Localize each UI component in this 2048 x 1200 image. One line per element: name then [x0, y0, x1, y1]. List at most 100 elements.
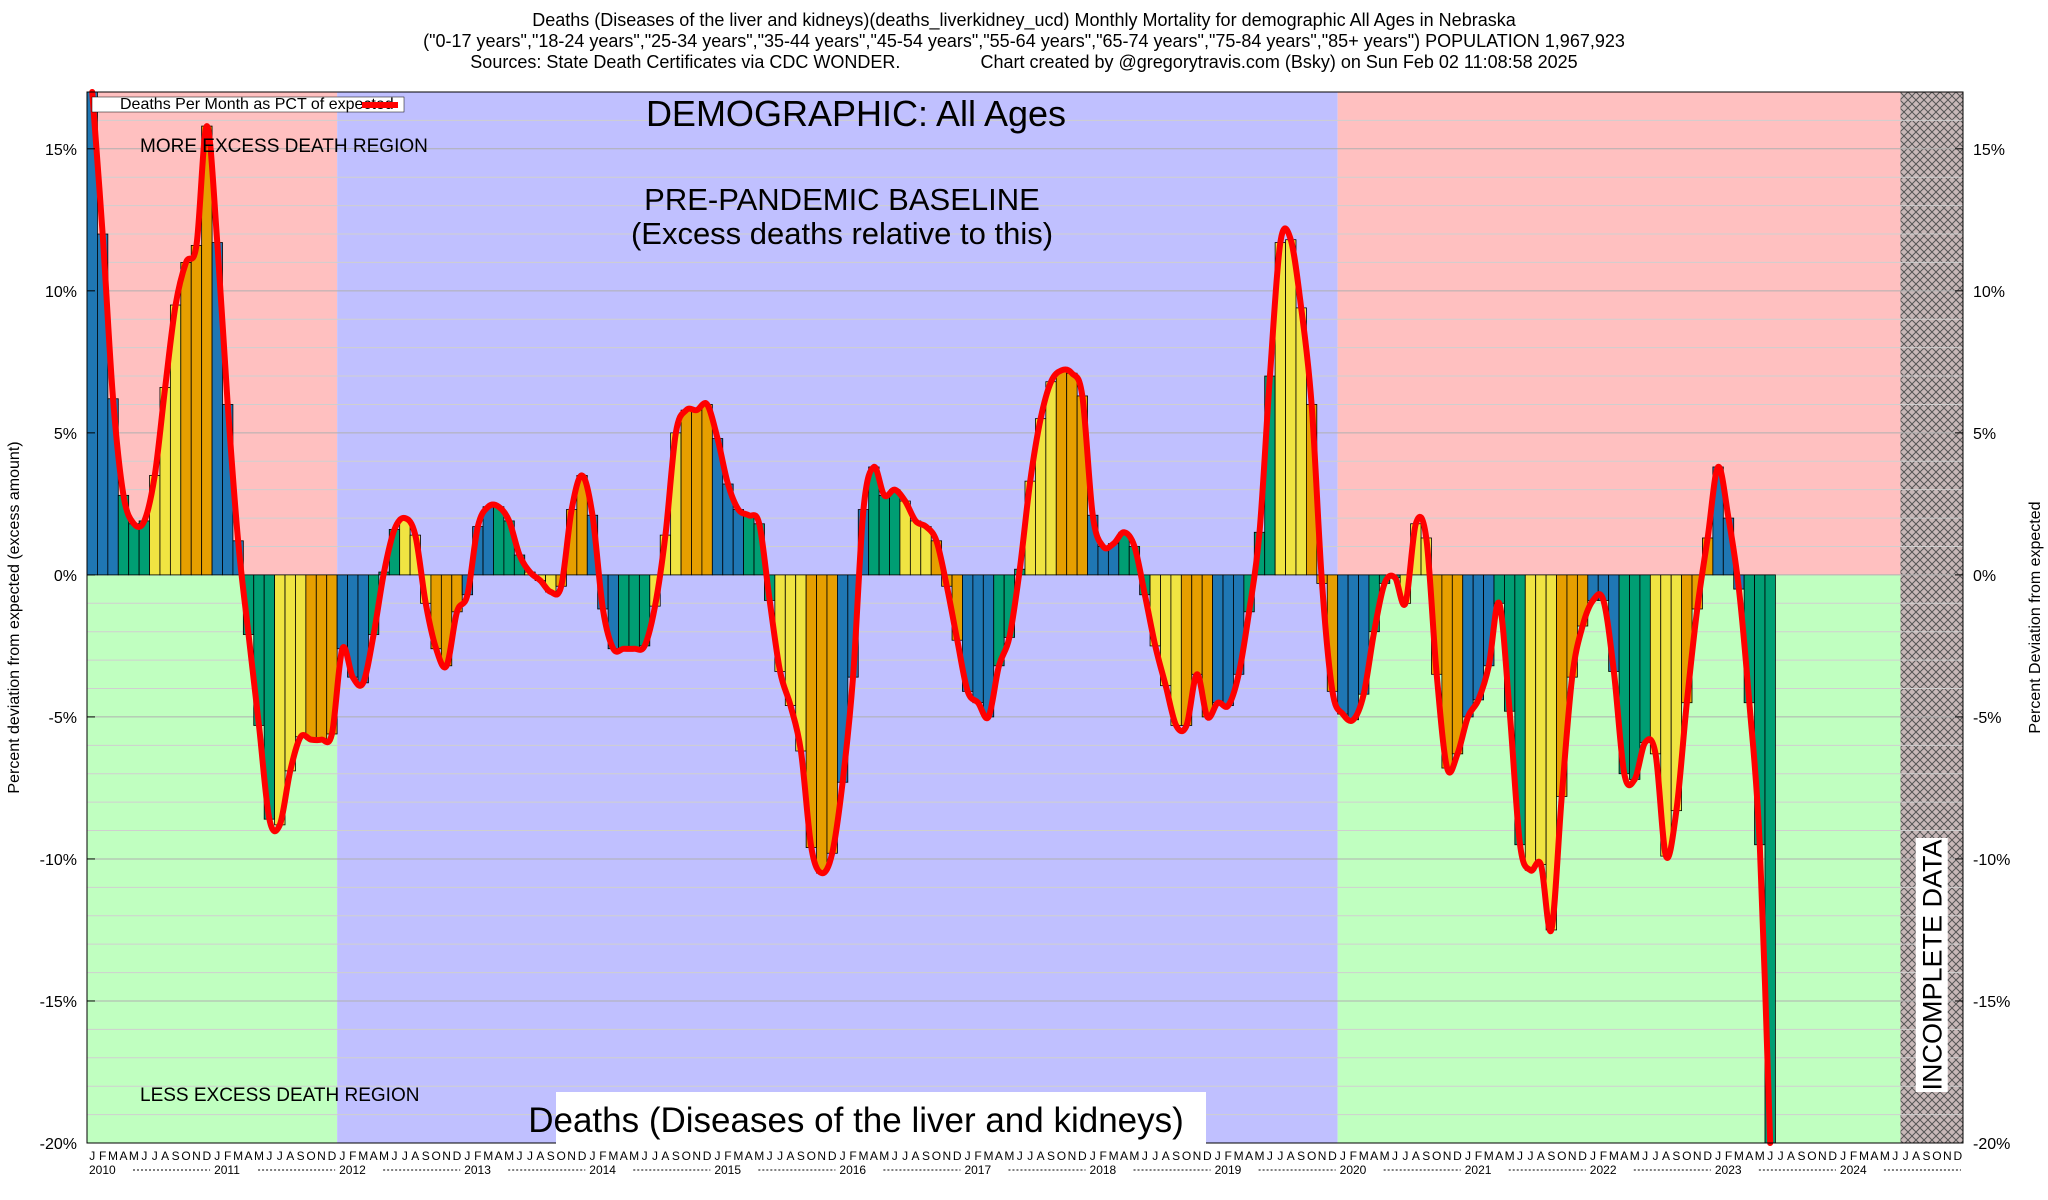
- y-tick-label-right: -15%: [1973, 994, 2010, 1011]
- bar: [909, 520, 922, 576]
- x-tick-label: N: [1068, 1149, 1077, 1163]
- x-year-label: 2020: [1340, 1163, 1367, 1177]
- x-tick-label: M: [1004, 1149, 1014, 1163]
- y-tick-label-left: -10%: [40, 852, 77, 869]
- x-tick-label: F: [349, 1149, 356, 1163]
- legend-label: Deaths Per Month as PCT of expected: [120, 96, 394, 113]
- bar: [889, 489, 901, 576]
- bar: [190, 244, 203, 576]
- x-tick-label: S: [922, 1149, 930, 1163]
- incomplete-data-label: INCOMPLETE DATA: [1918, 839, 1948, 1090]
- x-tick-label: J: [266, 1149, 272, 1163]
- x-tick-label: A: [1662, 1149, 1670, 1163]
- legend-box: [91, 96, 405, 113]
- x-tick-label: D: [1328, 1149, 1337, 1163]
- bar: [878, 494, 890, 576]
- x-tick-label: A: [1912, 1149, 1920, 1163]
- x-tick-label: S: [172, 1149, 180, 1163]
- x-tick-label: A: [119, 1149, 127, 1163]
- x-tick-label: A: [1537, 1149, 1545, 1163]
- bar: [1639, 574, 1651, 743]
- x-tick-label: N: [317, 1149, 326, 1163]
- x-tick-label: O: [306, 1149, 315, 1163]
- y-tick-label-right: 0%: [1973, 568, 1996, 585]
- x-tick-label: O: [1932, 1149, 1941, 1163]
- x-tick-label: A: [1037, 1149, 1045, 1163]
- x-tick-label: M: [984, 1149, 994, 1163]
- x-year-label: 2019: [1215, 1163, 1242, 1177]
- x-tick-label: O: [932, 1149, 941, 1163]
- bar: [1524, 574, 1537, 871]
- x-year-label: 2024: [1840, 1163, 1867, 1177]
- bar: [1191, 574, 1203, 675]
- x-tick-label: J: [1215, 1149, 1221, 1163]
- x-tick-label: M: [483, 1149, 493, 1163]
- x-tick-label: F: [1225, 1149, 1232, 1163]
- x-tick-label: J: [339, 1149, 345, 1163]
- x-tick-label: D: [453, 1149, 462, 1163]
- x-tick-label: A: [1287, 1149, 1295, 1163]
- bar: [816, 574, 828, 874]
- x-tick-label: J: [1642, 1149, 1648, 1163]
- y-tick-label-right: -5%: [1973, 710, 2001, 727]
- bar: [1535, 574, 1547, 866]
- x-tick-label: A: [245, 1149, 253, 1163]
- bar: [1337, 574, 1349, 715]
- bar: [826, 574, 838, 854]
- bar: [1347, 574, 1359, 721]
- x-tick-label: M: [1734, 1149, 1744, 1163]
- x-tick-label: A: [495, 1149, 503, 1163]
- x-tick-label: J: [214, 1149, 220, 1163]
- x-tick-label: M: [1109, 1149, 1119, 1163]
- demographic-label: DEMOGRAPHIC: All Ages: [646, 93, 1066, 134]
- x-tick-label: J: [1152, 1149, 1158, 1163]
- x-tick-label: M: [733, 1149, 743, 1163]
- x-tick-label: N: [442, 1149, 451, 1163]
- x-tick-label: A: [1162, 1149, 1170, 1163]
- chart-title-line-1: Deaths (Diseases of the liver and kidney…: [532, 10, 1516, 30]
- y-tick-label-right: 5%: [1973, 426, 1996, 443]
- x-tick-label: F: [224, 1149, 231, 1163]
- x-tick-label: J: [1590, 1149, 1596, 1163]
- baseline-label: PRE-PANDEMIC BASELINE: [644, 182, 1040, 217]
- x-tick-label: D: [328, 1149, 337, 1163]
- x-tick-label: M: [1255, 1149, 1265, 1163]
- bar: [295, 574, 307, 738]
- x-tick-label: M: [379, 1149, 389, 1163]
- x-tick-label: F: [1099, 1149, 1106, 1163]
- x-tick-label: J: [527, 1149, 533, 1163]
- bar: [180, 262, 192, 576]
- x-tick-label: A: [161, 1149, 169, 1163]
- x-tick-label: M: [1755, 1149, 1765, 1163]
- y-tick-label-left: -15%: [40, 994, 77, 1011]
- x-tick-label: J: [652, 1149, 658, 1163]
- x-tick-label: N: [192, 1149, 201, 1163]
- x-tick-label: D: [1203, 1149, 1212, 1163]
- x-tick-label: F: [1350, 1149, 1357, 1163]
- bar: [618, 574, 630, 650]
- y-tick-label-left: 5%: [54, 426, 77, 443]
- x-tick-label: F: [474, 1149, 481, 1163]
- x-year-label: 2013: [464, 1163, 491, 1177]
- x-tick-label: D: [578, 1149, 587, 1163]
- x-tick-label: J: [1653, 1149, 1659, 1163]
- x-tick-label: D: [1703, 1149, 1712, 1163]
- x-tick-label: F: [99, 1149, 106, 1163]
- x-tick-label: N: [1443, 1149, 1452, 1163]
- x-tick-label: M: [1609, 1149, 1619, 1163]
- x-tick-label: J: [777, 1149, 783, 1163]
- x-tick-label: M: [608, 1149, 618, 1163]
- x-year-label: 2022: [1590, 1163, 1617, 1177]
- less-excess-label: LESS EXCESS DEATH REGION: [140, 1085, 419, 1106]
- x-tick-label: S: [547, 1149, 555, 1163]
- x-tick-label: A: [536, 1149, 544, 1163]
- x-tick-label: J: [1517, 1149, 1523, 1163]
- x-tick-label: S: [1297, 1149, 1305, 1163]
- x-tick-label: M: [879, 1149, 889, 1163]
- x-tick-label: F: [1725, 1149, 1732, 1163]
- x-year-label: 2023: [1715, 1163, 1742, 1177]
- bar: [1066, 372, 1078, 576]
- bar: [1451, 574, 1464, 755]
- x-tick-label: J: [1090, 1149, 1096, 1163]
- x-tick-label: J: [1840, 1149, 1846, 1163]
